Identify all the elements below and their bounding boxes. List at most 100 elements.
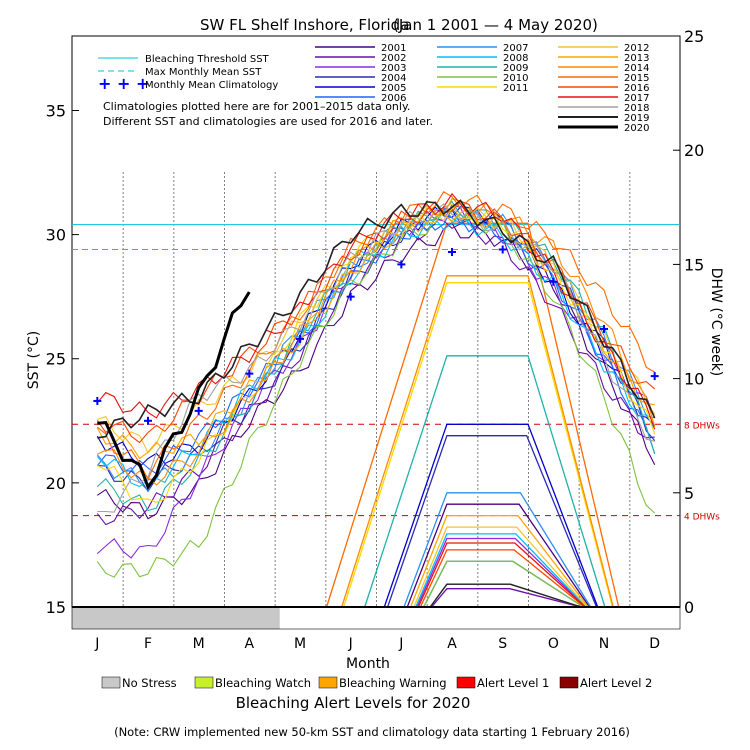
- footnote: (Note: CRW implemented new 50-km SST and…: [114, 725, 630, 739]
- y-left-tick-label: 15: [46, 598, 66, 617]
- x-month-label: M: [294, 636, 306, 652]
- year-legend-label-2020: 2020: [624, 123, 649, 134]
- alert-swatch: [194, 676, 214, 689]
- x-month-label: J: [94, 636, 99, 652]
- year-legend-label-2013: 2013: [624, 53, 649, 64]
- alert-label: Alert Level 2: [580, 676, 652, 690]
- dhw-line-2018: [429, 583, 582, 608]
- alert-label: No Stress: [122, 676, 177, 690]
- chart-title: SW FL Shelf Inshore, Florida: [200, 16, 409, 34]
- alert-levels-title: Bleaching Alert Levels for 2020: [236, 694, 471, 712]
- dhw-line-2003: [416, 537, 587, 608]
- year-legend-label-2002: 2002: [381, 53, 406, 64]
- dhw-line-2009: [364, 355, 606, 608]
- climatology-marker: [650, 372, 659, 381]
- alert-bar-frame: [71, 606, 681, 630]
- climatology-legend-swatch: + + +: [98, 74, 149, 93]
- sst-line-2005: [96, 206, 656, 468]
- y-axis-right-title: DHW (°C week): [708, 268, 724, 377]
- sst-line-2002: [96, 217, 655, 526]
- y-right-tick-label: 20: [684, 141, 704, 160]
- dhw-line-2007: [403, 492, 592, 608]
- sst-line-2010: [96, 210, 656, 578]
- sst-line-2008: [96, 213, 656, 488]
- dhw-line-2010: [423, 560, 584, 608]
- year-legend-label-2019: 2019: [624, 113, 649, 124]
- dhw-line-2001: [406, 503, 590, 608]
- year-legend-label-2006: 2006: [381, 93, 406, 104]
- y-right-tick-label: 15: [684, 255, 704, 274]
- x-month-label: J: [398, 636, 403, 652]
- note-line-1: Climatologies plotted here are for 2001–…: [103, 100, 410, 113]
- alert-level-legend: No Stress Bleaching Watch Bleaching Warnin…: [101, 676, 652, 690]
- x-axis-title: Month: [346, 656, 390, 672]
- y-right-tick-label: 10: [684, 370, 704, 389]
- sst-line-2020: [97, 291, 251, 491]
- top-left-legend: Bleaching Threshold SST Max Monthly Mean…: [98, 54, 433, 128]
- alert-swatch: [559, 676, 579, 689]
- year-legend-label-2008: 2008: [503, 53, 528, 64]
- y-left-tick-label: 30: [46, 226, 66, 245]
- y-axis-left-title: SST (°C): [26, 331, 42, 389]
- year-legend-label-2018: 2018: [624, 103, 649, 114]
- sst-line-2015: [96, 191, 655, 481]
- dhw-line-2004: [386, 435, 598, 608]
- y-left-tick-label: 20: [46, 474, 66, 493]
- year-legend-label-2005: 2005: [381, 83, 406, 94]
- climatology-marker: [194, 406, 203, 415]
- climatology-marker: [397, 260, 406, 269]
- y-right-tick-label: 5: [684, 484, 694, 503]
- alert-swatch: [318, 676, 338, 689]
- x-month-label: S: [498, 636, 507, 652]
- x-month-label: N: [599, 636, 609, 652]
- climatology-marker: [600, 324, 608, 333]
- y-left-tick-label: 25: [46, 350, 66, 369]
- sst-line-2006: [96, 208, 656, 475]
- alert-swatch: [456, 676, 476, 689]
- x-month-label: O: [548, 636, 559, 652]
- year-legend-label-2015: 2015: [624, 73, 649, 84]
- x-month-label: A: [245, 636, 255, 652]
- plot-area: 4 DHWs 8 DHWs 15 20 25 30 35 0 5 10 15 20 25 J F M A M J J A…: [46, 27, 721, 652]
- year-legend-label-2003: 2003: [381, 63, 406, 74]
- y-right-tick-label: 0: [684, 598, 694, 617]
- year-legend-label-2004: 2004: [381, 73, 406, 84]
- y-left-tick-label: 35: [46, 101, 66, 120]
- threshold-legend-label: Bleaching Threshold SST: [145, 54, 270, 65]
- y-right-tick-label: 25: [684, 27, 704, 46]
- year-legend-label-2014: 2014: [624, 63, 649, 74]
- alert-swatch: [101, 676, 121, 689]
- x-month-label: J: [348, 636, 353, 652]
- dhw-line-2011: [343, 282, 614, 608]
- dhw-line-2012: [413, 526, 588, 608]
- year-legend-label-2012: 2012: [624, 43, 649, 54]
- alert-bar-2020: [72, 607, 280, 629]
- dhw-line-2014: [341, 275, 614, 608]
- climatology-marker: [296, 334, 304, 343]
- sst-line-2001: [96, 222, 656, 520]
- year-legend-label-2011: 2011: [503, 83, 528, 94]
- chart-date-range: (Jan 1 2001 — 4 May 2020): [393, 16, 598, 34]
- year-legend-label-2016: 2016: [624, 83, 649, 94]
- alert-label: Bleaching Warning: [339, 676, 447, 690]
- climatology-marker: [245, 369, 254, 378]
- dhw-line-2016: [419, 549, 586, 608]
- dhw-line-2017: [417, 542, 586, 608]
- year-legend-label-2010: 2010: [503, 73, 528, 84]
- dhw-line-2005: [383, 423, 599, 608]
- dhw-line-2013: [409, 514, 589, 608]
- year-legend-label-2001: 2001: [381, 43, 406, 54]
- climatology-marker: [346, 292, 355, 301]
- alert-label: Bleaching Watch: [215, 676, 311, 690]
- dhw-line-2002: [431, 588, 581, 608]
- climatology-marker: [549, 277, 558, 286]
- year-legend-label-2009: 2009: [503, 63, 528, 74]
- x-month-label: A: [447, 636, 457, 652]
- mmm-legend-label: Max Monthly Mean SST: [145, 67, 262, 78]
- x-month-label: M: [193, 636, 205, 652]
- x-month-label: D: [649, 636, 660, 652]
- climatology-marker: [498, 245, 507, 254]
- dhw-line-2019: [429, 583, 582, 608]
